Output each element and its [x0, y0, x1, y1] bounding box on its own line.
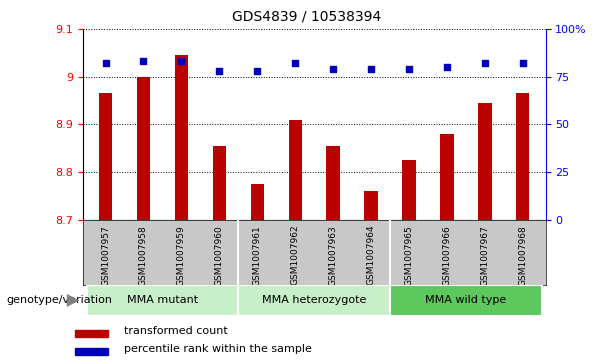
- Text: GSM1007958: GSM1007958: [139, 225, 148, 286]
- Point: [139, 58, 148, 64]
- Point: [101, 61, 110, 66]
- Point: [404, 66, 414, 72]
- Point: [480, 61, 490, 66]
- Text: MMA mutant: MMA mutant: [127, 295, 198, 305]
- Text: percentile rank within the sample: percentile rank within the sample: [124, 344, 311, 354]
- Text: GSM1007959: GSM1007959: [177, 225, 186, 286]
- Bar: [251, 184, 264, 220]
- Bar: [478, 103, 492, 220]
- Text: GSM1007965: GSM1007965: [405, 225, 414, 286]
- Bar: [75, 348, 107, 355]
- Bar: [289, 119, 302, 220]
- Text: GSM1007961: GSM1007961: [253, 225, 262, 286]
- Point: [518, 61, 528, 66]
- Text: GDS4839 / 10538394: GDS4839 / 10538394: [232, 9, 381, 23]
- Text: GSM1007968: GSM1007968: [519, 225, 527, 286]
- Bar: [516, 93, 530, 220]
- Text: GSM1007960: GSM1007960: [215, 225, 224, 286]
- Point: [253, 68, 262, 74]
- Bar: [86, 285, 238, 316]
- Text: GSM1007957: GSM1007957: [101, 225, 110, 286]
- Bar: [137, 77, 150, 220]
- Bar: [99, 93, 112, 220]
- Point: [328, 66, 338, 72]
- Bar: [238, 285, 390, 316]
- Text: genotype/variation: genotype/variation: [6, 295, 112, 305]
- Text: MMA wild type: MMA wild type: [425, 295, 506, 305]
- Bar: [213, 146, 226, 220]
- Point: [177, 58, 186, 64]
- Point: [215, 68, 224, 74]
- Point: [442, 64, 452, 70]
- Text: transformed count: transformed count: [124, 326, 227, 337]
- Point: [291, 61, 300, 66]
- Bar: [175, 55, 188, 220]
- Bar: [364, 191, 378, 220]
- Text: GSM1007966: GSM1007966: [443, 225, 451, 286]
- Text: GSM1007962: GSM1007962: [291, 225, 300, 285]
- Bar: [390, 285, 542, 316]
- Text: GSM1007967: GSM1007967: [481, 225, 489, 286]
- Bar: [402, 160, 416, 220]
- Text: GSM1007963: GSM1007963: [329, 225, 338, 286]
- Point: [366, 66, 376, 72]
- Text: GSM1007964: GSM1007964: [367, 225, 376, 285]
- Text: MMA heterozygote: MMA heterozygote: [262, 295, 367, 305]
- Bar: [327, 146, 340, 220]
- Bar: [75, 330, 107, 338]
- Bar: [440, 134, 454, 220]
